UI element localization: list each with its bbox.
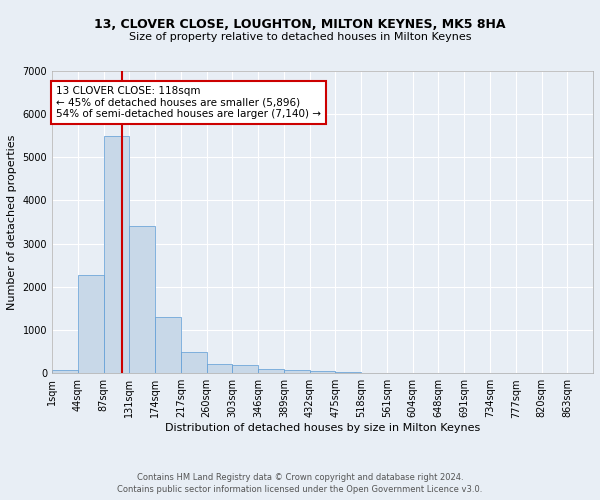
Text: 13, CLOVER CLOSE, LOUGHTON, MILTON KEYNES, MK5 8HA: 13, CLOVER CLOSE, LOUGHTON, MILTON KEYNE… [94,18,506,30]
Bar [258,369,284,373]
Bar [155,317,181,373]
Bar [129,226,155,373]
Bar [284,370,310,373]
Bar [335,372,361,373]
Text: Contains public sector information licensed under the Open Government Licence v3: Contains public sector information licen… [118,485,482,494]
Text: Size of property relative to detached houses in Milton Keynes: Size of property relative to detached ho… [129,32,471,42]
Text: Contains HM Land Registry data © Crown copyright and database right 2024.: Contains HM Land Registry data © Crown c… [137,472,463,482]
X-axis label: Distribution of detached houses by size in Milton Keynes: Distribution of detached houses by size … [165,423,480,433]
Bar [232,365,258,373]
Bar [104,136,129,373]
Bar [52,370,78,373]
Y-axis label: Number of detached properties: Number of detached properties [7,134,17,310]
Bar [206,364,232,373]
Bar [78,274,104,373]
Bar [181,352,206,373]
Text: 13 CLOVER CLOSE: 118sqm
← 45% of detached houses are smaller (5,896)
54% of semi: 13 CLOVER CLOSE: 118sqm ← 45% of detache… [56,86,321,120]
Bar [310,372,335,373]
